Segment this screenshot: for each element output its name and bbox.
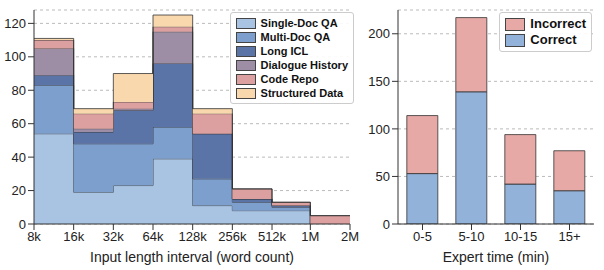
svg-text:256k: 256k	[218, 229, 247, 244]
svg-text:5-10: 5-10	[458, 229, 484, 244]
svg-text:16k: 16k	[63, 229, 84, 244]
html-text:Single-Doc QA: Single-Doc QA	[260, 17, 338, 29]
html-text:Structured Data: Structured Data	[260, 87, 344, 99]
svg-text:100: 100	[8, 49, 26, 64]
svg-text:1M: 1M	[301, 229, 319, 244]
svg-text:80: 80	[12, 83, 26, 98]
svg-text:20: 20	[12, 183, 26, 198]
html-text:Dialogue History: Dialogue History	[260, 59, 348, 71]
svg-text:32k: 32k	[103, 229, 124, 244]
html-text:Long ICL: Long ICL	[260, 45, 309, 57]
svg-text:50: 50	[376, 169, 390, 184]
svg-text:150: 150	[368, 74, 390, 89]
svg-text:64k: 64k	[143, 229, 164, 244]
svg-text:8k: 8k	[27, 229, 41, 244]
html-text:Correct: Correct	[530, 32, 577, 47]
svg-text:0: 0	[383, 217, 390, 232]
svg-text:512k: 512k	[258, 229, 287, 244]
html-text:Incorrect: Incorrect	[530, 16, 586, 31]
svg-text:100: 100	[368, 122, 390, 137]
svg-text:40: 40	[12, 150, 26, 165]
svg-text:128k: 128k	[179, 229, 208, 244]
svg-text:2M: 2M	[341, 229, 359, 244]
svg-text:15+: 15+	[558, 229, 580, 244]
html-text:Multi-Doc QA: Multi-Doc QA	[260, 31, 331, 43]
html-text:Code Repo: Code Repo	[260, 73, 319, 85]
svg-text:0-5: 0-5	[413, 229, 432, 244]
svg-text:Expert time (min): Expert time (min)	[443, 249, 550, 265]
svg-text:10-15: 10-15	[504, 229, 537, 244]
svg-text:120: 120	[8, 16, 26, 31]
svg-text:0: 0	[19, 217, 26, 232]
svg-text:60: 60	[12, 116, 26, 131]
svg-text:Input length interval (word co: Input length interval (word count)	[90, 249, 294, 265]
svg-text:200: 200	[368, 26, 390, 41]
